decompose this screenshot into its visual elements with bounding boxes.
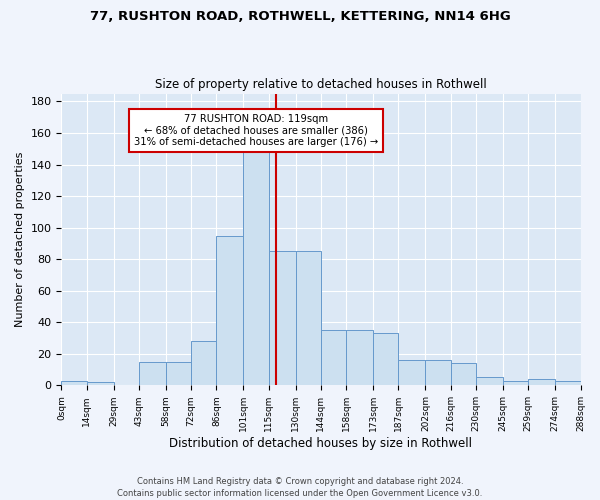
Text: 77, RUSHTON ROAD, ROTHWELL, KETTERING, NN14 6HG: 77, RUSHTON ROAD, ROTHWELL, KETTERING, N… bbox=[89, 10, 511, 23]
Bar bbox=[139, 362, 166, 386]
Bar bbox=[61, 380, 86, 386]
Bar bbox=[373, 334, 398, 386]
Title: Size of property relative to detached houses in Rothwell: Size of property relative to detached ho… bbox=[155, 78, 487, 91]
Bar bbox=[217, 236, 244, 386]
Bar bbox=[269, 252, 296, 386]
Bar bbox=[398, 360, 425, 386]
Bar bbox=[451, 364, 476, 386]
Text: Contains HM Land Registry data © Crown copyright and database right 2024.
Contai: Contains HM Land Registry data © Crown c… bbox=[118, 476, 482, 498]
Bar bbox=[86, 382, 113, 386]
Bar bbox=[346, 330, 373, 386]
Bar bbox=[476, 378, 503, 386]
Bar bbox=[555, 380, 581, 386]
Bar bbox=[244, 150, 269, 386]
Bar bbox=[191, 341, 217, 386]
Bar bbox=[166, 362, 191, 386]
Y-axis label: Number of detached properties: Number of detached properties bbox=[15, 152, 25, 327]
Bar bbox=[321, 330, 346, 386]
X-axis label: Distribution of detached houses by size in Rothwell: Distribution of detached houses by size … bbox=[169, 437, 472, 450]
Bar bbox=[425, 360, 451, 386]
Text: 77 RUSHTON ROAD: 119sqm
← 68% of detached houses are smaller (386)
31% of semi-d: 77 RUSHTON ROAD: 119sqm ← 68% of detache… bbox=[134, 114, 378, 148]
Bar bbox=[296, 252, 321, 386]
Bar bbox=[503, 380, 528, 386]
Bar bbox=[528, 379, 555, 386]
